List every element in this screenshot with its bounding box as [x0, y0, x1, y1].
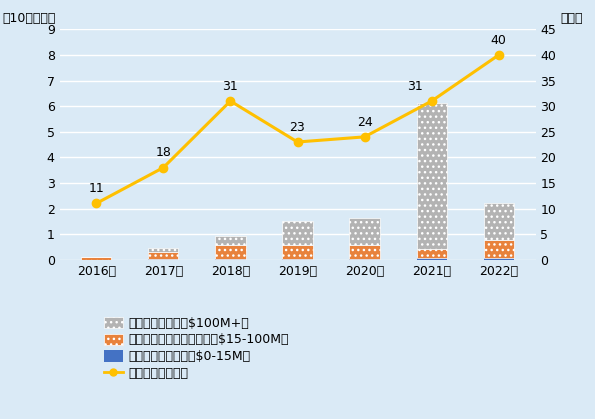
Bar	[416, 249, 447, 259]
Text: 40: 40	[491, 34, 507, 47]
Legend: レイトステージ（$100M+）, ブレイクアウトステージ（$15-100M）, アーリーステージ（$0-15M）, 投資件数（右軸）: レイトステージ（$100M+）, ブレイクアウトステージ（$15-100M）, …	[104, 317, 289, 380]
Text: （件）: （件）	[560, 12, 583, 25]
Text: 31: 31	[223, 80, 238, 93]
Bar	[416, 259, 447, 260]
Text: 24: 24	[357, 116, 372, 129]
Bar	[81, 257, 111, 260]
Text: （10億ドル）: （10億ドル）	[2, 12, 56, 25]
Bar	[215, 259, 246, 260]
Bar	[283, 259, 312, 260]
Bar	[484, 241, 514, 258]
Bar	[283, 246, 312, 259]
Bar	[349, 245, 380, 259]
Bar	[484, 203, 514, 241]
Bar	[148, 252, 178, 259]
Bar	[349, 218, 380, 245]
Text: 18: 18	[155, 147, 171, 160]
Bar	[215, 245, 246, 259]
Bar	[484, 258, 514, 260]
Bar	[148, 259, 178, 260]
Bar	[416, 103, 447, 249]
Bar	[148, 248, 178, 252]
Text: 11: 11	[88, 182, 104, 195]
Bar	[283, 220, 312, 246]
Bar	[349, 259, 380, 260]
Text: 23: 23	[290, 121, 305, 134]
Bar	[215, 236, 246, 245]
Text: 31: 31	[407, 80, 423, 93]
